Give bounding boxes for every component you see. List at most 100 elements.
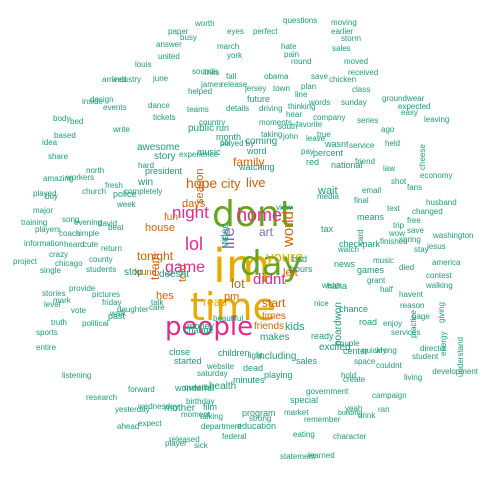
cloud-word: statement <box>280 452 316 461</box>
cloud-word: wonderful <box>175 383 215 393</box>
cloud-word: future <box>247 94 271 104</box>
cloud-word: busy <box>180 33 197 42</box>
cloud-word: united <box>158 52 180 61</box>
cloud-word: pain <box>284 50 300 59</box>
cloud-word: class <box>352 85 371 94</box>
cloud-word: completely <box>124 187 163 196</box>
cloud-word: stories <box>42 289 66 298</box>
cloud-word: walking <box>426 281 453 290</box>
cloud-word: yesterday <box>115 405 150 414</box>
cloud-word: heard <box>64 240 85 249</box>
cloud-word: finished <box>380 237 408 246</box>
cloud-word: red <box>306 157 320 167</box>
cloud-word: left <box>283 267 298 279</box>
cloud-word: quickly <box>362 346 387 355</box>
cloud-word: chicago <box>55 259 83 268</box>
cloud-word: dead <box>243 363 264 373</box>
cloud-word: campaign <box>372 391 407 400</box>
cloud-word: free <box>407 216 421 225</box>
cloud-word: fresh <box>105 181 123 190</box>
cloud-word: week <box>117 200 136 209</box>
cloud-word: development <box>432 367 478 376</box>
cloud-word: chicken <box>329 75 357 84</box>
cloud-word: im <box>213 239 271 293</box>
cloud-word: church <box>82 187 107 196</box>
cloud-word: storm <box>341 34 361 43</box>
cloud-word: political <box>82 319 109 328</box>
cloud-word: card <box>356 229 365 245</box>
cloud-word: president <box>145 166 183 176</box>
cloud-word: create <box>343 375 366 384</box>
cloud-word: player <box>165 439 187 448</box>
cloud-word: means <box>357 212 385 222</box>
cloud-word: true <box>317 130 331 139</box>
cloud-word: day <box>240 244 303 284</box>
cloud-word: economy <box>420 171 453 180</box>
cloud-word: wait <box>318 185 338 197</box>
cloud-word: perfect <box>253 27 278 36</box>
cloud-word: details <box>226 104 250 113</box>
cloud-word: moved <box>344 57 369 66</box>
cloud-word: read <box>203 295 228 309</box>
cloud-word: share <box>48 152 69 161</box>
cloud-word: family <box>233 155 265 169</box>
cloud-word: industry <box>113 75 142 84</box>
cloud-word: police <box>113 189 137 199</box>
cloud-word: youre <box>266 249 304 266</box>
cloud-word: contest <box>426 271 452 280</box>
cloud-word: jesus <box>427 242 446 251</box>
cloud-word: save <box>311 72 328 81</box>
cloud-word: listening <box>62 371 92 380</box>
cloud-word: city <box>221 176 241 191</box>
cloud-word: game <box>165 259 206 276</box>
cloud-word: space <box>354 357 376 366</box>
cloud-word: text <box>387 204 400 213</box>
cloud-word: return <box>101 244 122 253</box>
cloud-word: health <box>209 381 237 392</box>
cloud-word: simple <box>76 229 100 238</box>
cloud-word: wow <box>389 229 406 238</box>
cloud-word: arrived <box>102 75 127 84</box>
cloud-word: website <box>207 362 235 371</box>
cloud-word: james <box>201 80 223 89</box>
cloud-word: live <box>246 175 266 190</box>
cloud-word: reason <box>400 301 425 310</box>
cloud-word: question <box>184 383 215 392</box>
cloud-word: project <box>13 257 38 266</box>
cloud-word: hes <box>156 290 174 302</box>
cloud-word: friend <box>355 157 376 166</box>
cloud-word: released <box>169 435 200 444</box>
cloud-word: service <box>349 141 375 150</box>
cloud-word: department <box>201 422 242 431</box>
cloud-word: sales <box>332 44 351 53</box>
cloud-word: wasnt <box>325 139 349 149</box>
cloud-word: ago <box>381 125 395 134</box>
cloud-word: moving <box>331 18 357 27</box>
cloud-word: view <box>276 203 293 212</box>
cloud-word: shot <box>391 177 407 186</box>
cloud-word: easy <box>401 108 418 117</box>
cloud-word: birthday <box>186 397 215 406</box>
cloud-word: write <box>113 125 130 134</box>
cloud-word: provide <box>69 284 96 293</box>
cloud-word: teams <box>187 105 209 114</box>
cloud-word: special <box>290 395 319 405</box>
cloud-word: march <box>217 42 240 51</box>
cloud-word: level <box>44 300 61 309</box>
cloud-word: driving <box>259 104 283 113</box>
cloud-word: north <box>86 166 105 175</box>
cloud-word: moment <box>181 410 210 419</box>
cloud-word: month <box>216 132 242 142</box>
cloud-word: care <box>149 303 165 312</box>
cloud-word: received <box>348 68 379 77</box>
cloud-word: grant <box>367 276 386 285</box>
cloud-word: hard <box>138 161 155 170</box>
cloud-word: research <box>86 393 118 402</box>
cloud-word: leave <box>306 134 326 143</box>
cloud-word: talk <box>151 298 164 307</box>
cloud-word: workers <box>66 173 95 182</box>
cloud-word: town <box>273 84 290 93</box>
cloud-word: story <box>154 151 176 162</box>
cloud-word: lines <box>203 68 220 77</box>
